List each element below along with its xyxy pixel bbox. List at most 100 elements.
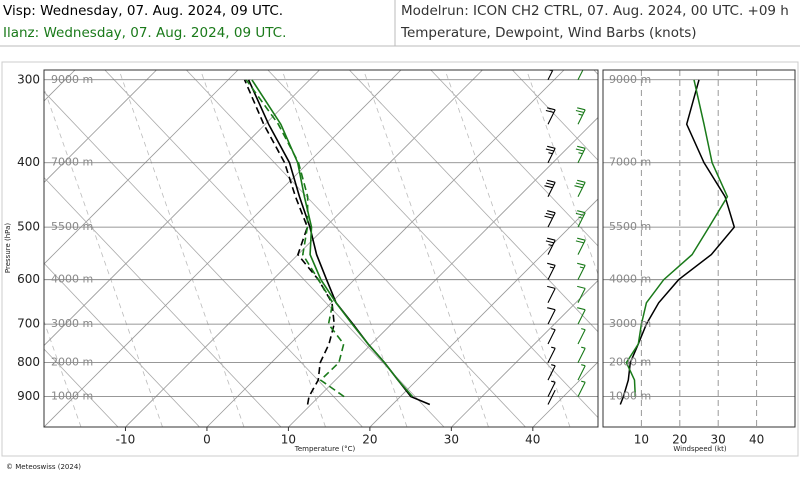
wind-barb	[577, 262, 586, 280]
dry-adiabat	[44, 262, 200, 427]
isotherm	[369, 198, 598, 427]
x-tick-label: 30	[444, 433, 459, 447]
wind-barb	[577, 346, 586, 363]
wind-barb	[544, 179, 556, 197]
wind-barb	[575, 145, 586, 163]
model-run: Modelrun: ICON CH2 CTRL, 07. Aug. 2024, …	[401, 3, 789, 19]
y-axis-label: Pressure (hPa)	[4, 223, 12, 273]
x-tick-label: 10	[281, 433, 296, 447]
x-tick-label: 40	[749, 433, 764, 447]
main-frame	[43, 69, 599, 428]
height-label: 7000 m	[609, 156, 651, 169]
wind-barb	[577, 70, 584, 81]
wind-barb	[545, 237, 556, 255]
moist-adiabat	[44, 320, 82, 427]
wind-barb	[547, 262, 556, 280]
x-tick-label: 20	[362, 433, 377, 447]
chart-frame	[1, 61, 799, 457]
wind-barb	[547, 307, 556, 325]
dry-adiabat	[430, 70, 598, 247]
wind-barb	[547, 328, 556, 345]
height-label: 9000 m	[609, 73, 651, 86]
wind-barb	[577, 380, 586, 397]
x-tick-label: 20	[672, 433, 687, 447]
wind-barb	[575, 210, 586, 228]
wind-barb	[575, 237, 586, 255]
moist-adiabat	[44, 87, 163, 427]
height-label: 5500 m	[51, 220, 93, 233]
height-label: 4000 m	[609, 273, 651, 286]
wind-line	[619, 79, 736, 405]
dry-adiabat	[44, 91, 363, 427]
wind-frame	[602, 69, 796, 428]
moist-adiabat	[281, 70, 408, 427]
y-tick-label: 900	[17, 389, 40, 403]
wind-barb	[575, 107, 586, 125]
wind-barb	[547, 364, 556, 381]
y-tick-label: 800	[17, 355, 40, 369]
wind-barb	[544, 210, 556, 228]
y-tick-label: 300	[17, 72, 40, 86]
isotherm	[206, 70, 565, 427]
isotherm	[288, 116, 598, 427]
height-label: 7000 m	[51, 156, 93, 169]
wind-barb	[545, 145, 556, 163]
station-2: Ilanz: Wednesday, 07. Aug. 2024, 09 UTC.	[3, 25, 286, 41]
main-plot	[44, 70, 598, 427]
wind-barb	[547, 70, 554, 81]
dry-adiabat	[267, 70, 598, 419]
station-1: Visp: Wednesday, 07. Aug. 2024, 09 UTC.	[3, 3, 283, 19]
wind-barb	[545, 107, 556, 125]
y-tick-label: 600	[17, 272, 40, 286]
y-tick-label: 500	[17, 220, 40, 234]
x-tick-label: 30	[711, 433, 726, 447]
isotherm	[44, 70, 320, 347]
height-label: 5500 m	[609, 220, 651, 233]
height-label: 4000 m	[51, 273, 93, 286]
x-tick-label: -10	[116, 433, 136, 447]
moist-adiabat	[200, 70, 326, 427]
dry-adiabat	[44, 176, 282, 427]
dry-adiabat	[186, 70, 526, 427]
moist-adiabat	[363, 70, 489, 427]
wind-barb	[577, 285, 586, 304]
y-tick-label: 700	[17, 317, 40, 331]
isotherm	[532, 361, 598, 427]
wind-line	[625, 79, 729, 397]
wind-barb	[547, 389, 556, 405]
footer: © Meteoswiss (2024)	[6, 463, 81, 471]
wind-barb	[547, 346, 556, 363]
x-tick-label: 0	[203, 433, 211, 447]
dry-adiabat	[349, 70, 598, 333]
isotherm	[451, 279, 598, 427]
isotherm	[44, 70, 239, 265]
x-tick-label: 10	[634, 433, 649, 447]
height-label: 3000 m	[609, 317, 651, 330]
profile-line	[243, 79, 336, 405]
wind-barb	[577, 364, 586, 381]
dry-adiabat	[512, 70, 598, 161]
wind-barb	[547, 380, 556, 397]
moist-adiabat	[526, 70, 598, 276]
height-label: 3000 m	[51, 317, 93, 330]
moist-adiabat	[444, 70, 571, 427]
isotherm	[44, 70, 157, 184]
wind-barb	[577, 328, 586, 345]
profile-line	[245, 79, 345, 398]
x-tick-label: 40	[525, 433, 540, 447]
chart-title: Temperature, Dewpoint, Wind Barbs (knots…	[400, 25, 697, 41]
wind-barb	[574, 179, 586, 197]
isotherm	[44, 70, 402, 427]
moist-adiabat	[118, 70, 245, 427]
isotherm	[125, 70, 483, 427]
x-axis-label: Temperature (°C)	[294, 445, 356, 453]
height-label: 2000 m	[51, 356, 93, 369]
height-label: 1000 m	[51, 390, 93, 403]
dry-adiabat	[44, 348, 119, 427]
wind-barb	[577, 307, 586, 325]
height-label: 2000 m	[609, 356, 651, 369]
height-label: 9000 m	[51, 73, 93, 86]
wind-barb	[547, 285, 556, 304]
